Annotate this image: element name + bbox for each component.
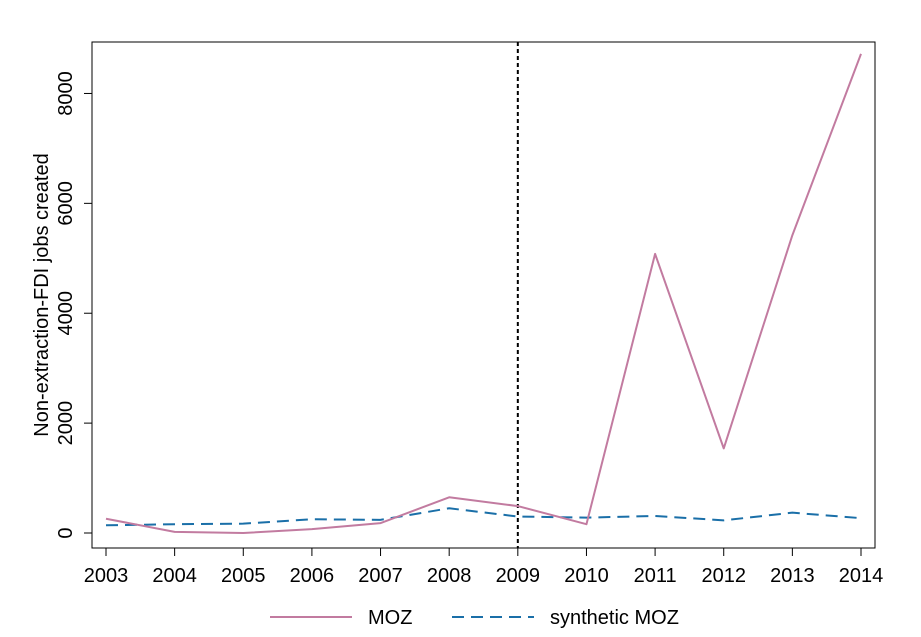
y-tick-label: 4000 (55, 291, 77, 336)
y-axis: 0 2000 4000 6000 8000 (55, 71, 92, 539)
x-tick-label: 2003 (84, 565, 129, 587)
x-tick-label: 2005 (221, 565, 266, 587)
x-tick-label: 2007 (358, 565, 403, 587)
y-tick-label: 2000 (55, 401, 77, 446)
y-tick-label: 0 (55, 527, 77, 538)
series-moz-line (105, 53, 862, 534)
x-tick-label: 2006 (290, 565, 335, 587)
x-tick-label: 2004 (152, 565, 197, 587)
x-tick-label: 2009 (496, 565, 541, 587)
x-tick-label: 2010 (564, 565, 609, 587)
legend: MOZ synthetic MOZ (270, 607, 679, 629)
y-axis-title: Non-extraction-FDI jobs created (31, 153, 53, 436)
x-tick-label: 2012 (701, 565, 746, 587)
legend-label: synthetic MOZ (550, 607, 679, 629)
x-tick-label: 2013 (770, 565, 815, 587)
x-tick-label: 2008 (427, 565, 472, 587)
x-axis: 2003 2004 2005 2006 2007 2008 2009 2010 2011 2012… (84, 548, 884, 587)
series-group (105, 53, 862, 534)
plot-frame (91, 41, 876, 549)
x-tick-label: 2014 (839, 565, 884, 587)
y-tick-label: 6000 (55, 181, 77, 226)
series-synthetic-moz-line (105, 507, 862, 527)
legend-label: MOZ (368, 607, 412, 629)
y-tick-label: 8000 (55, 71, 77, 116)
x-tick-label: 2011 (634, 565, 677, 587)
